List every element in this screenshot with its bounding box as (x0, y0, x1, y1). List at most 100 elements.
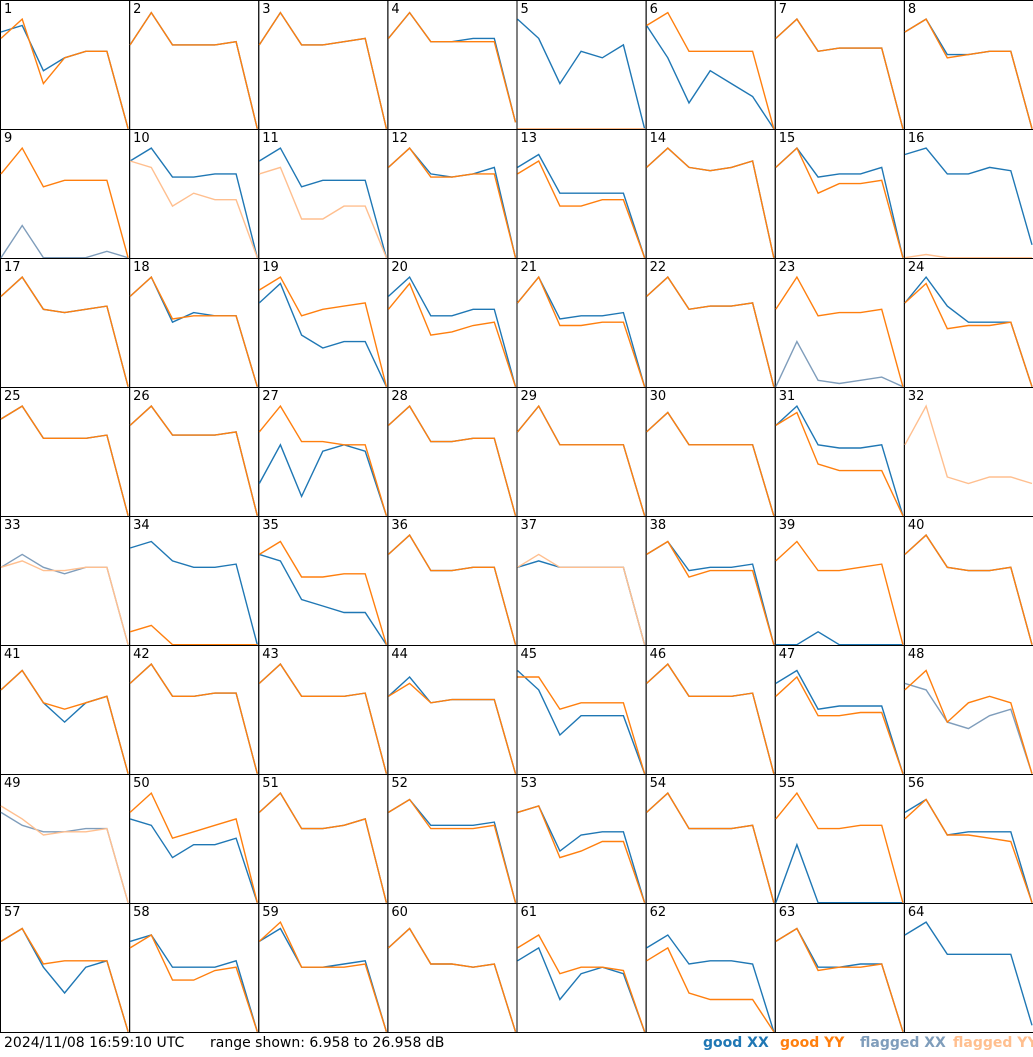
spectrum-line (0, 405, 129, 516)
panel-title: 4 (391, 2, 399, 17)
panel-title: 62 (650, 905, 667, 920)
spectrum-line (258, 11, 388, 129)
spectrum-line (775, 147, 904, 258)
spectrum-line (904, 147, 1033, 245)
spectrum-line (0, 146, 129, 258)
spectrum-line (517, 153, 646, 258)
panel-title: 14 (650, 131, 667, 146)
panel-title: 16 (908, 131, 925, 146)
panel-title: 44 (391, 647, 408, 662)
panel-title: 53 (521, 776, 538, 791)
spectrum-line (517, 159, 646, 258)
panel-title: 24 (908, 260, 925, 275)
panel-frame (645, 387, 776, 517)
spectrum-line (517, 18, 646, 129)
spectrum-line (258, 282, 388, 387)
panel-title: 41 (4, 647, 21, 662)
panel-title: 25 (4, 389, 21, 404)
spectrum-line (646, 663, 775, 774)
panel-title: 12 (391, 131, 408, 146)
spectrum-line (129, 11, 258, 129)
panel-frame (903, 645, 1033, 775)
panel-title: 22 (650, 260, 667, 275)
panel-frame (516, 645, 647, 775)
spectrum-line (904, 921, 1033, 1026)
spectrum-line (388, 798, 517, 903)
panel-frame (129, 258, 260, 388)
spectrum-line (129, 405, 258, 516)
panel-frame (258, 516, 389, 646)
spectrum-line (129, 405, 258, 516)
panel-frame (774, 387, 905, 517)
spectrum-line (904, 253, 1032, 259)
panel-frame (645, 129, 776, 259)
panel-title: 7 (779, 2, 787, 17)
spectrum-line (0, 669, 129, 774)
panel-title: 37 (521, 518, 538, 533)
panel-frame (774, 516, 905, 646)
panel-title: 61 (521, 905, 538, 920)
spectrum-line (0, 276, 129, 387)
spectrum-line (904, 18, 1033, 129)
spectrum-line (775, 275, 904, 387)
panel-title: 2 (133, 2, 141, 17)
spectrum-line (904, 282, 1033, 387)
panel-title: 9 (4, 131, 12, 146)
spectrum-line (775, 927, 904, 1032)
spectrum-line (646, 792, 775, 903)
panel-title: 49 (4, 776, 21, 791)
panel-frame (387, 903, 518, 1033)
panel-title: 13 (521, 131, 538, 146)
legend-entry: flagged XX (860, 1035, 946, 1051)
spectrum-line (0, 553, 129, 645)
panel-title: 23 (779, 260, 796, 275)
spectrum-line (904, 669, 1033, 774)
panel-title: 56 (908, 776, 925, 791)
panel-title: 34 (133, 518, 150, 533)
panel-frame (645, 645, 776, 775)
spectrum-line (129, 624, 258, 646)
spectrum-line (129, 934, 258, 1032)
panel-frame (258, 645, 389, 775)
panel-title: 32 (908, 389, 925, 404)
panel-title: 35 (262, 518, 279, 533)
panel-frame (645, 903, 776, 1033)
spectrum-line (517, 946, 646, 1032)
spectrum-line (775, 540, 904, 645)
spectrum-line (259, 553, 387, 646)
spectrum-line (387, 405, 517, 516)
panel-title: 15 (779, 131, 796, 146)
legend-entry: good XX (703, 1035, 769, 1051)
spectrum-line (0, 224, 129, 259)
spectrum-line (516, 404, 646, 516)
panel-title: 57 (4, 905, 21, 920)
spectrum-line (129, 147, 258, 258)
panel-frame (129, 645, 260, 775)
spectrum-line (387, 11, 517, 123)
panel-frame (129, 387, 260, 517)
legend-entry: flagged YY (953, 1035, 1033, 1051)
panel-frame (516, 387, 647, 517)
panel-title: 47 (779, 647, 796, 662)
panel-title: 1 (4, 2, 12, 17)
spectrum-line (387, 927, 517, 1032)
spectrum-line (775, 675, 904, 774)
spectrum-line (258, 663, 388, 774)
panel-title: 50 (133, 776, 150, 791)
spectrum-line (387, 534, 517, 645)
spectrum-line (904, 18, 1033, 129)
panel-frame (774, 0, 905, 130)
panel-title: 28 (391, 389, 408, 404)
spectrum-line (646, 11, 775, 129)
spectrum-line (517, 805, 646, 903)
range-text: range shown: 6.958 to 26.958 dB (210, 1035, 444, 1051)
panel-title: 3 (262, 2, 270, 17)
spectrum-line (387, 147, 517, 258)
panel-title: 21 (521, 260, 538, 275)
spectrum-line (775, 404, 904, 516)
panel-title: 5 (521, 2, 529, 17)
panel-title: 20 (391, 260, 408, 275)
spectrum-line (646, 411, 775, 516)
spectrum-line (258, 404, 388, 516)
spectrum-line (775, 411, 904, 516)
